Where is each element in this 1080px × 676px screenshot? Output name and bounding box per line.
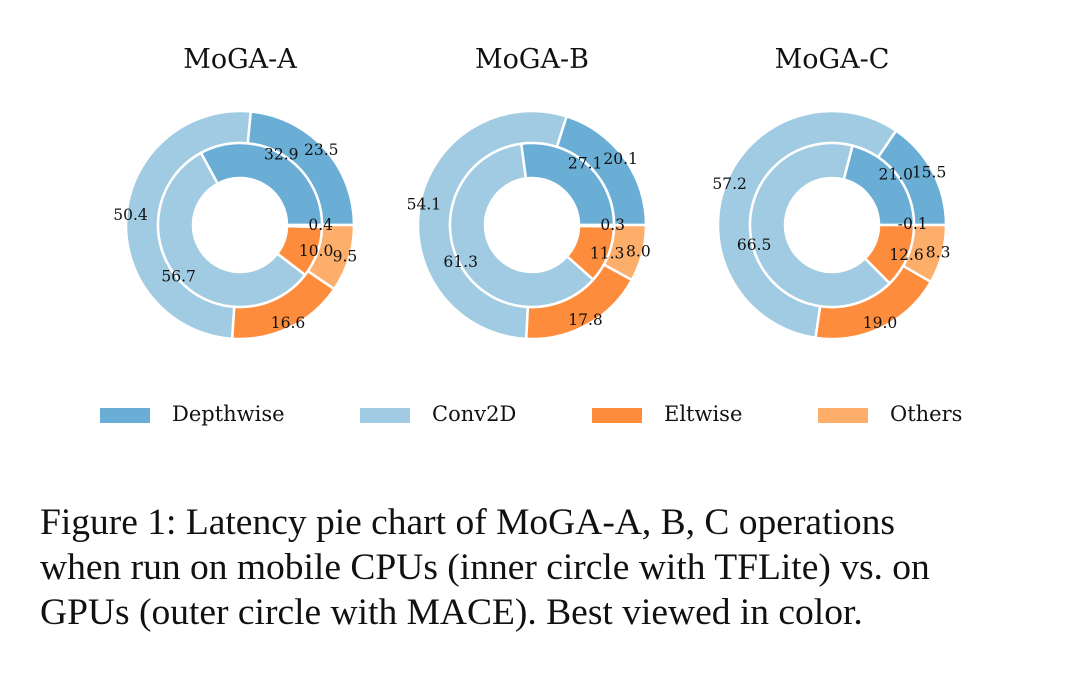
label-moga-c-inner-conv2d: 66.5 [737, 236, 772, 254]
chart-title-moga-c: MoGA-C [775, 44, 890, 75]
caption-line-3: GPUs (outer circle with MACE). Best view… [40, 592, 863, 633]
label-moga-b-outer-conv2d: 54.1 [407, 195, 442, 213]
label-moga-c-inner-others: -0.1 [898, 215, 928, 233]
legend: Depthwise Conv2D Eltwise Others [100, 400, 1000, 432]
label-moga-a-outer-conv2d: 50.4 [113, 206, 148, 224]
label-moga-b-outer-others: 8.0 [626, 242, 651, 260]
label-moga-b-inner-others: 0.3 [600, 216, 625, 234]
label-moga-c-outer-depthwise: 15.5 [912, 164, 947, 182]
label-moga-a-outer-eltwise: 16.6 [271, 314, 306, 332]
label-moga-a-inner-others: 0.4 [308, 216, 333, 234]
slice-moga-c-inner-eltwise [863, 223, 916, 285]
chart-title-moga-a: MoGA-A [183, 44, 297, 75]
label-moga-a-inner-conv2d: 56.7 [161, 267, 196, 285]
legend-swatch-eltwise [592, 408, 642, 423]
slice-moga-a-inner-conv2d [156, 151, 307, 309]
slice-moga-c-inner-conv2d [748, 141, 891, 309]
legend-label-depthwise: Depthwise [172, 402, 285, 426]
label-moga-a-outer-depthwise: 23.5 [304, 141, 339, 159]
donut-moga-b: MoGA-B 20.1 54.1 17.8 8.0 27.1 61.3 11.3 0.3 [407, 44, 651, 341]
donut-moga-a: MoGA-A 23.5 50.4 16.6 9.5 32.9 56.7 10.0 0.4 [113, 44, 358, 341]
label-moga-c-outer-others: 8.3 [926, 243, 951, 261]
legend-swatch-others [818, 408, 868, 423]
label-moga-c-inner-eltwise: 12.6 [889, 246, 924, 264]
label-moga-b-inner-depthwise: 27.1 [568, 154, 603, 172]
label-moga-a-inner-depthwise: 32.9 [264, 146, 299, 164]
label-moga-c-outer-eltwise: 19.0 [863, 314, 898, 332]
caption-line-1: Figure 1: Latency pie chart of MoGA-A, B… [40, 502, 896, 543]
legend-swatch-conv2d [360, 408, 410, 423]
slice-moga-a-inner-others [285, 223, 324, 229]
legend-label-conv2d: Conv2D [432, 402, 517, 426]
label-moga-b-outer-depthwise: 20.1 [603, 150, 638, 168]
legend-swatch-depthwise [100, 408, 150, 423]
legend-label-others: Others [890, 402, 963, 426]
figure-caption: Figure 1: Latency pie chart of MoGA-A, B… [40, 500, 1040, 635]
caption-line-2: when run on mobile CPUs (inner circle wi… [40, 547, 930, 588]
slice-moga-a-inner-depthwise [199, 141, 324, 227]
label-moga-a-outer-others: 9.5 [333, 247, 358, 265]
label-moga-b-inner-conv2d: 61.3 [443, 253, 478, 271]
donut-moga-c: MoGA-C 15.5 57.2 19.0 8.3 21.0 66.5 12.6 -0.1 [712, 44, 951, 341]
label-moga-b-outer-eltwise: 17.8 [568, 311, 603, 329]
label-moga-a-inner-eltwise: 10.0 [299, 242, 334, 260]
chart-title-moga-b: MoGA-B [475, 44, 589, 75]
donut-charts: MoGA-A23.550.416.69.532.956.710.00.4MoGA… [113, 44, 951, 341]
label-moga-c-inner-depthwise: 21.0 [879, 166, 914, 184]
slice-moga-b-inner-conv2d [448, 142, 595, 309]
label-moga-b-inner-eltwise: 11.3 [590, 244, 625, 262]
legend-label-eltwise: Eltwise [664, 402, 743, 426]
slice-moga-b-inner-others [577, 223, 616, 228]
label-moga-c-outer-conv2d: 57.2 [712, 175, 747, 193]
